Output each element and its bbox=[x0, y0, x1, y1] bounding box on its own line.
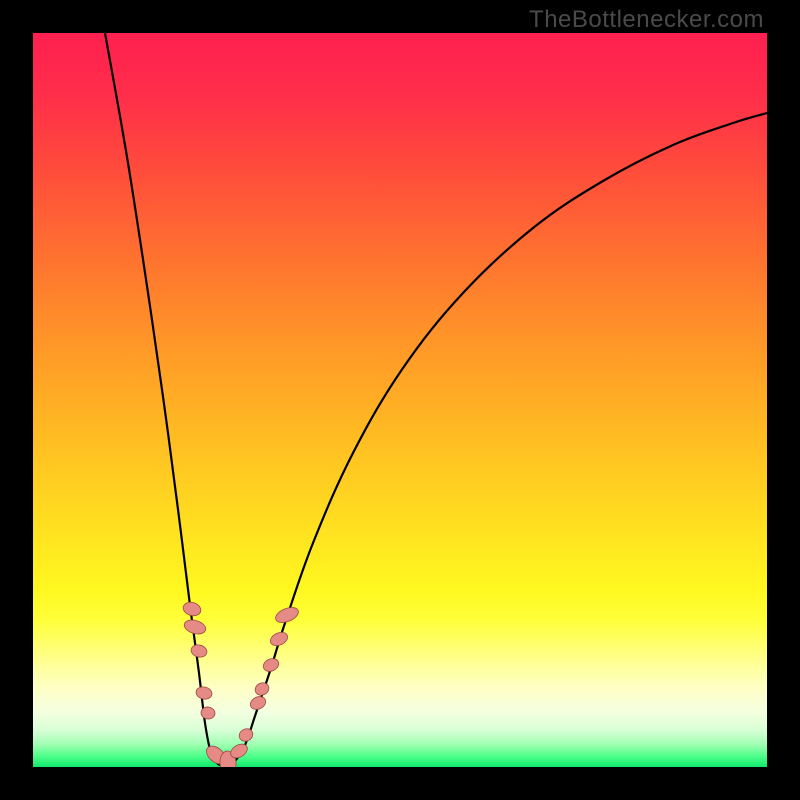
marker-point bbox=[183, 618, 208, 637]
watermark-text: TheBottlenecker.com bbox=[529, 6, 764, 34]
marker-point bbox=[237, 726, 255, 743]
marker-point bbox=[182, 600, 203, 617]
marker-point bbox=[268, 630, 289, 648]
chart-root: TheBottlenecker.com bbox=[0, 0, 800, 800]
marker-point bbox=[253, 681, 271, 698]
marker-point bbox=[195, 685, 213, 700]
left-curve bbox=[105, 33, 223, 766]
curves-layer bbox=[33, 33, 767, 767]
right-curve bbox=[228, 113, 767, 766]
marker-point bbox=[273, 604, 300, 625]
marker-point bbox=[261, 656, 280, 673]
plot-area bbox=[33, 33, 767, 767]
marker-point bbox=[190, 643, 208, 659]
marker-point bbox=[248, 694, 268, 712]
